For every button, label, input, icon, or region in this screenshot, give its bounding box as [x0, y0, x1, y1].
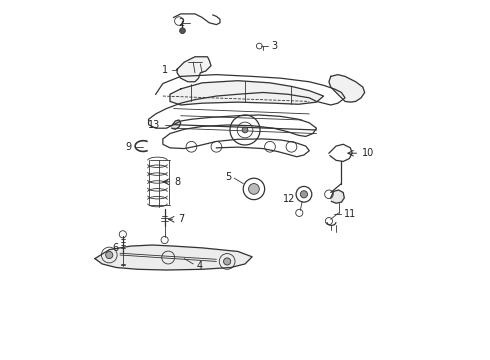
Text: 6: 6 [112, 243, 118, 253]
Text: 13: 13 [148, 120, 160, 130]
Circle shape [180, 28, 185, 33]
Text: 12: 12 [283, 194, 295, 203]
Text: 1: 1 [162, 65, 168, 75]
Text: 10: 10 [362, 148, 374, 158]
Text: 2: 2 [178, 18, 184, 28]
Text: 7: 7 [178, 214, 184, 224]
Polygon shape [95, 245, 252, 270]
Polygon shape [329, 75, 365, 102]
Polygon shape [172, 120, 181, 129]
Text: 11: 11 [344, 209, 357, 219]
Text: 8: 8 [174, 177, 180, 187]
Circle shape [248, 184, 259, 194]
Circle shape [242, 127, 248, 133]
Text: 3: 3 [272, 41, 278, 51]
Circle shape [106, 251, 113, 258]
Text: 4: 4 [197, 261, 203, 271]
Polygon shape [177, 57, 211, 82]
Circle shape [300, 191, 308, 198]
Text: 9: 9 [125, 142, 132, 152]
Polygon shape [331, 190, 344, 203]
Circle shape [223, 258, 231, 265]
Text: 5: 5 [225, 172, 231, 182]
Polygon shape [170, 81, 323, 105]
